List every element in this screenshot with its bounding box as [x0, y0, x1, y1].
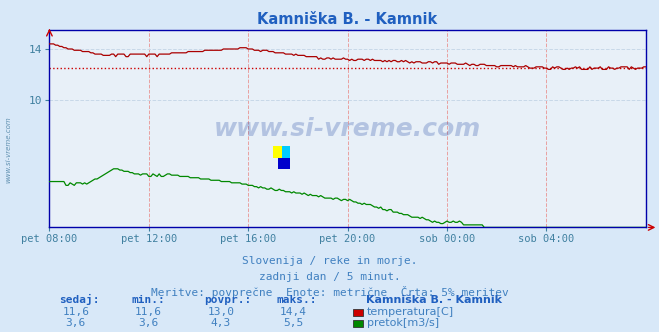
Title: Kamniška B. - Kamnik: Kamniška B. - Kamnik	[258, 12, 438, 27]
Text: 4,3: 4,3	[211, 318, 231, 328]
Text: pretok[m3/s]: pretok[m3/s]	[367, 318, 439, 328]
Text: www.si-vreme.com: www.si-vreme.com	[214, 117, 481, 141]
Text: 11,6: 11,6	[135, 307, 161, 317]
Text: 3,6: 3,6	[66, 318, 86, 328]
Text: povpr.:: povpr.:	[204, 295, 252, 305]
Text: min.:: min.:	[132, 295, 165, 305]
Text: www.si-vreme.com: www.si-vreme.com	[5, 116, 11, 183]
Text: Kamniška B. - Kamnik: Kamniška B. - Kamnik	[366, 295, 501, 305]
Bar	[273, 146, 282, 158]
Text: 13,0: 13,0	[208, 307, 234, 317]
Text: temperatura[C]: temperatura[C]	[367, 307, 454, 317]
Text: sedaj:: sedaj:	[59, 294, 100, 305]
Bar	[277, 158, 290, 169]
Text: maks.:: maks.:	[277, 295, 317, 305]
Text: 14,4: 14,4	[280, 307, 306, 317]
Bar	[282, 146, 290, 158]
Text: Slovenija / reke in morje.: Slovenija / reke in morje.	[242, 256, 417, 266]
Text: zadnji dan / 5 minut.: zadnji dan / 5 minut.	[258, 272, 401, 282]
Text: 11,6: 11,6	[63, 307, 89, 317]
Text: 3,6: 3,6	[138, 318, 158, 328]
Text: Meritve: povprečne  Enote: metrične  Črta: 5% meritev: Meritve: povprečne Enote: metrične Črta:…	[151, 286, 508, 298]
Text: 5,5: 5,5	[283, 318, 303, 328]
